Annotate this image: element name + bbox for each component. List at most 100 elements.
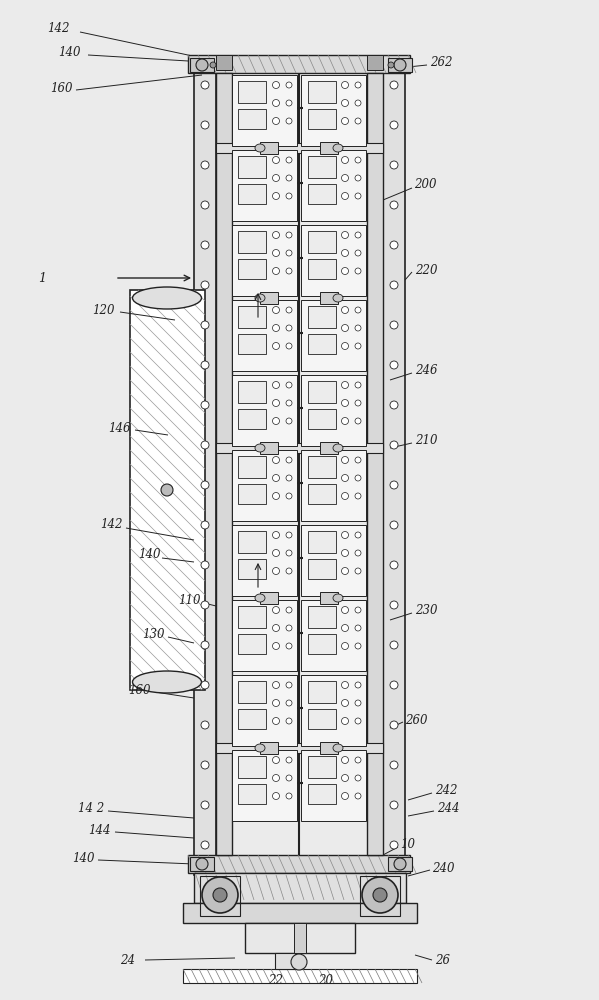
Circle shape bbox=[273, 475, 280, 482]
Ellipse shape bbox=[255, 144, 265, 152]
Text: 142: 142 bbox=[47, 21, 69, 34]
Circle shape bbox=[210, 62, 216, 68]
Bar bbox=[238, 709, 266, 729]
Bar bbox=[232, 300, 297, 371]
Circle shape bbox=[355, 700, 361, 706]
Circle shape bbox=[355, 118, 361, 124]
Text: 1: 1 bbox=[38, 271, 46, 284]
Bar bbox=[232, 75, 297, 146]
Bar bbox=[232, 750, 297, 821]
Text: 110: 110 bbox=[178, 593, 201, 606]
Text: 260: 260 bbox=[405, 714, 428, 726]
Circle shape bbox=[341, 232, 349, 238]
Bar bbox=[308, 756, 336, 778]
Circle shape bbox=[355, 307, 361, 313]
Bar bbox=[320, 442, 338, 454]
Text: 26: 26 bbox=[435, 954, 450, 966]
Circle shape bbox=[355, 550, 361, 556]
Circle shape bbox=[286, 475, 292, 481]
Bar bbox=[301, 450, 366, 521]
Circle shape bbox=[355, 775, 361, 781]
Circle shape bbox=[286, 493, 292, 499]
Circle shape bbox=[273, 774, 280, 782]
Circle shape bbox=[273, 117, 280, 124]
Circle shape bbox=[286, 457, 292, 463]
Text: 160: 160 bbox=[128, 684, 150, 696]
Circle shape bbox=[355, 757, 361, 763]
Bar bbox=[238, 381, 266, 403]
Bar bbox=[308, 484, 336, 504]
Bar bbox=[238, 156, 266, 178]
Circle shape bbox=[291, 954, 307, 970]
Bar bbox=[238, 334, 266, 354]
Circle shape bbox=[390, 721, 398, 729]
Bar bbox=[188, 855, 410, 873]
Circle shape bbox=[273, 399, 280, 406]
Circle shape bbox=[286, 718, 292, 724]
Circle shape bbox=[390, 521, 398, 529]
Circle shape bbox=[390, 681, 398, 689]
Bar bbox=[238, 409, 266, 429]
Circle shape bbox=[355, 607, 361, 613]
Bar bbox=[388, 58, 412, 72]
Circle shape bbox=[341, 550, 349, 556]
Bar bbox=[232, 375, 297, 446]
Bar bbox=[260, 742, 278, 754]
Circle shape bbox=[286, 307, 292, 313]
Ellipse shape bbox=[255, 444, 265, 452]
Circle shape bbox=[273, 418, 280, 424]
Text: 146: 146 bbox=[108, 422, 131, 434]
Bar bbox=[232, 600, 297, 671]
Circle shape bbox=[341, 306, 349, 314]
Circle shape bbox=[201, 361, 209, 369]
Circle shape bbox=[394, 59, 406, 71]
Bar bbox=[232, 225, 297, 296]
Circle shape bbox=[201, 281, 209, 289]
Circle shape bbox=[286, 250, 292, 256]
Circle shape bbox=[341, 399, 349, 406]
Bar bbox=[301, 225, 366, 296]
Bar bbox=[200, 876, 240, 916]
Circle shape bbox=[286, 643, 292, 649]
Circle shape bbox=[355, 418, 361, 424]
Circle shape bbox=[273, 756, 280, 764]
Bar bbox=[320, 142, 338, 154]
Ellipse shape bbox=[255, 594, 265, 602]
Circle shape bbox=[390, 761, 398, 769]
Circle shape bbox=[273, 342, 280, 350]
Circle shape bbox=[355, 718, 361, 724]
Circle shape bbox=[355, 625, 361, 631]
Circle shape bbox=[355, 232, 361, 238]
Circle shape bbox=[273, 606, 280, 613]
Circle shape bbox=[341, 624, 349, 632]
Bar bbox=[238, 606, 266, 628]
Circle shape bbox=[355, 82, 361, 88]
Circle shape bbox=[341, 456, 349, 464]
Circle shape bbox=[341, 381, 349, 388]
Bar bbox=[301, 150, 366, 221]
Ellipse shape bbox=[132, 287, 201, 309]
Ellipse shape bbox=[255, 744, 265, 752]
Bar bbox=[308, 784, 336, 804]
Circle shape bbox=[286, 793, 292, 799]
Bar bbox=[308, 231, 336, 253]
Circle shape bbox=[273, 624, 280, 632]
Circle shape bbox=[201, 161, 209, 169]
Circle shape bbox=[196, 59, 208, 71]
Bar bbox=[301, 300, 366, 371]
Bar bbox=[308, 109, 336, 129]
Bar bbox=[301, 75, 366, 146]
Circle shape bbox=[355, 193, 361, 199]
Circle shape bbox=[201, 81, 209, 89]
Circle shape bbox=[355, 382, 361, 388]
Circle shape bbox=[286, 193, 292, 199]
Circle shape bbox=[341, 267, 349, 274]
Text: 130: 130 bbox=[142, 629, 165, 642]
Bar bbox=[238, 531, 266, 553]
Text: 160: 160 bbox=[50, 82, 72, 95]
Circle shape bbox=[390, 841, 398, 849]
Circle shape bbox=[273, 232, 280, 238]
Circle shape bbox=[390, 641, 398, 649]
Circle shape bbox=[286, 682, 292, 688]
Bar bbox=[308, 531, 336, 553]
